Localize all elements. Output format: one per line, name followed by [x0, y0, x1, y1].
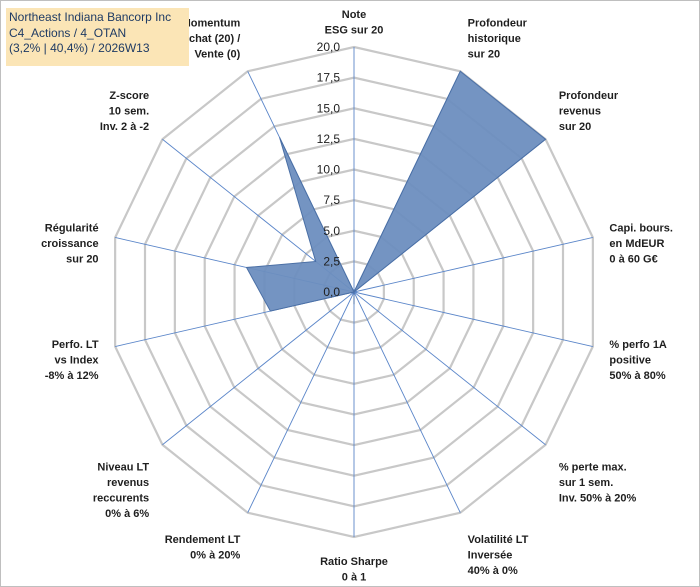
axis-label-line: revenus	[559, 106, 601, 118]
axis-label-line: -8% à 12%	[45, 370, 99, 382]
axis-label: Rendement LT 0% à 20%	[165, 534, 241, 562]
axis-label-line: Inv. 50% à 20%	[559, 492, 637, 504]
axis-label-line: sur 20	[66, 253, 98, 265]
axis-label-line: sur 1 sem.	[559, 477, 613, 489]
category-label: C4_Actions / 4_OTAN	[9, 25, 127, 40]
axis-label: Z-score 10 sem. Inv. 2 à -2	[100, 90, 149, 133]
axis-label-line: Régularité	[45, 222, 99, 234]
tick-label: 12,5	[317, 132, 341, 146]
axis-label-line: sur 20	[468, 48, 500, 60]
axis-label-line: 0 à 1	[342, 572, 366, 584]
axis-label-line: Profondeur	[559, 90, 619, 102]
axis-label: Ratio Sharpe 0 à 1	[320, 556, 388, 584]
axis-label-line: reccurents	[93, 492, 149, 504]
tick-label: 2,5	[323, 254, 340, 268]
axis-spoke	[353, 237, 593, 293]
axis-label-line: Ratio Sharpe	[320, 556, 388, 568]
axis-labels: Note ESG sur 20 Profondeur historique sur 20…	[41, 9, 673, 584]
axis-label: Momentum Achat (20) / Vente (0)	[181, 17, 241, 60]
axis-label-line: Note	[342, 9, 366, 21]
axis-spoke	[247, 291, 355, 513]
axis-label-line: Achat (20) /	[181, 33, 240, 45]
axis-label: Niveau LT revenus reccurents 0% à 6%	[93, 461, 150, 520]
tick-label: 5,0	[323, 224, 340, 238]
axis-label-line: Inv. 2 à -2	[100, 121, 149, 133]
axis-label-line: Perfo. LT	[52, 339, 99, 351]
tick-label: 17,5	[317, 71, 341, 85]
axis-label-line: Rendement LT	[165, 534, 241, 546]
axis-label: Capi. bours. en MdEUR 0 à 60 G€	[609, 222, 673, 265]
axis-spoke	[162, 291, 355, 446]
axis-label: Profondeur revenus sur 20	[559, 90, 619, 133]
tick-label: 10,0	[317, 163, 341, 177]
data-series	[245, 70, 547, 312]
axis-label-line: croissance	[41, 238, 98, 250]
axis-label-line: 0 à 60 G€	[609, 253, 657, 265]
axis-label: Profondeur historique sur 20	[468, 17, 528, 60]
axis-label: Perfo. LT vs Index -8% à 12%	[45, 339, 100, 382]
axis-label-line: sur 20	[559, 121, 591, 133]
axis-label-line: 10 sem.	[109, 106, 149, 118]
axis-label-line: 0% à 6%	[105, 508, 149, 520]
axis-label-line: Z-score	[109, 90, 149, 102]
tick-label: 20,0	[317, 40, 341, 54]
company-name: Northeast Indiana Bancorp Inc	[9, 10, 172, 24]
axis-label-line: % perfo 1A	[609, 339, 667, 351]
axis-label: Note ESG sur 20	[325, 9, 384, 37]
axis-label-line: % perte max.	[559, 461, 627, 473]
axis-label-line: Niveau LT	[97, 461, 149, 473]
period-label: (3,2% | 40,4%) / 2026W13	[9, 41, 150, 55]
axis-label: Régularité croissance sur 20	[41, 222, 98, 265]
axis-label-line: revenus	[107, 477, 149, 489]
axis-label-line: Profondeur	[468, 17, 528, 29]
axis-label-line: 0% à 20%	[190, 550, 240, 562]
axis-label-line: historique	[468, 33, 521, 45]
axis-spoke	[353, 291, 546, 446]
axis-label: % perfo 1A positive 50% à 80%	[609, 339, 667, 382]
axis-label-line: Vente (0)	[194, 48, 240, 60]
axis-label-line: Momentum	[182, 17, 241, 29]
info-box: Northeast Indiana Bancorp Inc C4_Actions…	[6, 8, 189, 66]
axis-label-line: ESG sur 20	[325, 25, 384, 37]
tick-label: 0,0	[323, 285, 340, 299]
axis-label-line: 40% à 0%	[468, 565, 518, 577]
axis-label-line: vs Index	[55, 355, 100, 367]
tick-label: 15,0	[317, 101, 341, 115]
axis-label-line: Capi. bours.	[609, 222, 673, 234]
axis-label-line: en MdEUR	[609, 238, 664, 250]
series-area	[245, 70, 547, 312]
axis-label: % perte max. sur 1 sem. Inv. 50% à 20%	[559, 461, 637, 504]
axis-spoke	[353, 291, 461, 513]
tick-label: 7,5	[323, 193, 340, 207]
radial-tick-labels: 0,0 2,5 5,0 7,5 10,0 12,5 15,0 17,5 20,0	[317, 40, 341, 299]
axis-spoke	[353, 291, 593, 347]
axis-label-line: 50% à 80%	[609, 370, 665, 382]
axis-label: Volatilité LT Inversée 40% à 0%	[468, 534, 529, 577]
axis-label-line: positive	[609, 355, 651, 367]
axis-label-line: Volatilité LT	[468, 534, 529, 546]
axis-label-line: Inversée	[468, 550, 513, 562]
